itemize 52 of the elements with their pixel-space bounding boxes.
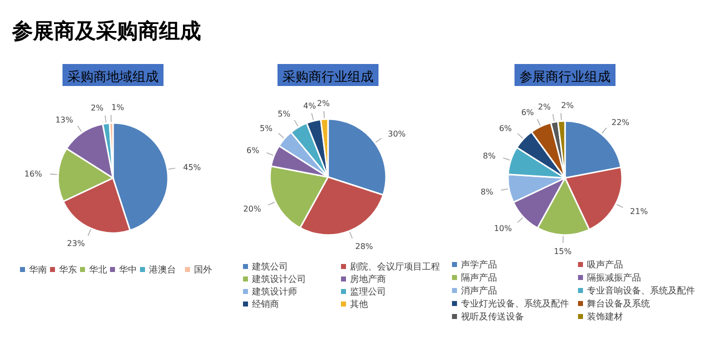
legend-label: 华南	[29, 264, 47, 276]
data-label: 8%	[480, 188, 494, 197]
legend-label: 消声产品	[461, 286, 497, 296]
data-label: 45%	[183, 162, 202, 172]
data-label: 6%	[246, 146, 260, 155]
chart-title: 采购商行业组成	[282, 70, 374, 85]
data-label: 15%	[554, 246, 572, 256]
data-label: 22%	[612, 118, 630, 127]
legend-label: 隔声产品	[461, 272, 497, 284]
legend-label: 建筑设计公司	[251, 274, 306, 285]
legend-label: 装饰建材	[587, 312, 623, 322]
data-label: 30%	[388, 130, 406, 139]
data-label: 10%	[494, 224, 512, 233]
data-label: 21%	[630, 207, 648, 216]
legend-label: 专业灯光设备、系统及配件	[461, 298, 569, 310]
data-label: 4%	[303, 101, 316, 110]
chart-title: 参展商行业组成	[520, 70, 610, 85]
data-label: 1%	[111, 103, 125, 112]
data-label: 23%	[67, 239, 86, 248]
legend-label: 舞台设备及系统	[587, 298, 650, 310]
legend-label: 隔振减振产品	[587, 272, 641, 284]
legend-label: 吸声产品	[587, 260, 623, 270]
data-label: 2%	[90, 104, 104, 113]
legend-label: 华中	[119, 264, 137, 276]
legend-label: 声学产品	[461, 260, 497, 270]
legend-label: 港澳台	[149, 264, 176, 276]
legend-label: 国外	[194, 264, 212, 276]
data-label: 20%	[243, 204, 262, 214]
legend-label: 监理公司	[350, 286, 386, 298]
chart-title: 采购商地域组成	[68, 70, 158, 85]
data-label: 28%	[355, 242, 374, 251]
data-label: 5%	[260, 124, 273, 134]
legend-label: 华北	[89, 264, 107, 276]
data-label: 2%	[317, 99, 330, 108]
data-label: 8%	[482, 151, 496, 160]
legend-label: 剧院、会议厅项目工程	[350, 262, 440, 272]
data-label: 16%	[24, 170, 43, 179]
data-label: 13%	[55, 115, 74, 124]
data-label: 2%	[538, 102, 552, 112]
data-label: 6%	[521, 108, 534, 117]
legend-label: 华东	[59, 264, 77, 276]
data-label: 6%	[499, 124, 512, 134]
legend-label: 视听及传送设备	[461, 312, 524, 322]
legend-label: 建筑设计师	[251, 286, 297, 298]
data-label: 2%	[561, 101, 574, 110]
legend-label: 专业音响设备、系统及配件	[587, 286, 695, 296]
legend-label: 经销商	[252, 299, 279, 310]
text: 参展商及采购商组成	[11, 18, 201, 43]
legend-label: 建筑公司	[251, 262, 288, 272]
legend-label: 其他	[350, 299, 368, 310]
legend-label: 房地产商	[350, 274, 386, 285]
data-label: 5%	[278, 109, 291, 118]
